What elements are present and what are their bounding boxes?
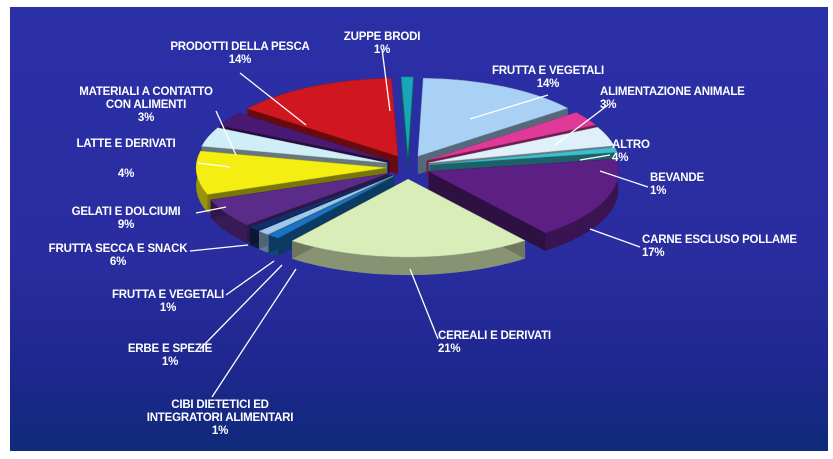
pie-slice-13 [201, 127, 388, 164]
slice-percent: 14% [537, 78, 559, 90]
leader-line [197, 162, 231, 168]
slice-percent: 9% [118, 219, 134, 231]
leader-line [381, 48, 391, 112]
slice-label: MATERIALI A CONTATTO CON ALIMENTI [79, 86, 213, 111]
pie-slice-side [292, 240, 526, 276]
slice-label: CIBI DIETETICI ED INTEGRATORI ALIMENTARI [147, 399, 294, 424]
slice-percent: 3% [600, 99, 616, 111]
leader-line [589, 228, 641, 248]
leader-line [599, 170, 649, 188]
leader-line [579, 154, 611, 161]
pie-slice-9 [258, 175, 394, 235]
slice-label: GELATI E DOLCIUMI [72, 206, 181, 218]
pie-slice-5 [429, 147, 618, 165]
pie-slice-15 [246, 78, 399, 157]
slice-label: CARNE ESCLUSO POLLAME [642, 234, 797, 246]
leader-line [189, 244, 249, 252]
slice-percent: 3% [138, 112, 154, 124]
pie-slice-side [545, 158, 619, 251]
pie-slice-2 [417, 77, 569, 157]
slice-percent: 1% [162, 356, 178, 368]
pie-slice-1 [401, 76, 414, 155]
slice-label: LATTE E DERIVATI [76, 138, 175, 150]
pie-slice-wall [401, 76, 408, 173]
pie-slice-10 [249, 175, 393, 231]
slice-label: ERBE E SPEZIE [128, 343, 213, 355]
pie-slice-wall [428, 171, 546, 251]
slice-label: BEVANDE [650, 172, 705, 184]
slice-percent: 14% [229, 54, 251, 66]
pie-slice-3 [426, 112, 597, 161]
slice-percent: 1% [160, 302, 176, 314]
leader-line [239, 72, 307, 126]
leader-line [409, 268, 439, 340]
leader-line [554, 104, 609, 146]
pie-slice-wall [268, 176, 395, 254]
slice-label: PRODOTTI DELLA PESCA [170, 41, 309, 53]
slice-label: FRUTTA E VEGETALI [492, 65, 604, 77]
slice-percent: 4% [118, 168, 134, 180]
slice-label: FRUTTA E VEGETALI [112, 289, 224, 301]
slice-label: CEREALI E DERIVATI [438, 330, 551, 342]
leader-line [199, 264, 283, 350]
slice-percent: 6% [110, 256, 126, 268]
slice-label: ZUPPE BRODI [344, 31, 420, 43]
leader-line [211, 268, 297, 398]
pie-slice-8 [268, 176, 395, 239]
slice-percent: 1% [212, 425, 228, 437]
slice-percent: 17% [642, 247, 664, 259]
slice-percent: 1% [650, 185, 666, 197]
leader-line [225, 260, 275, 296]
pie-slice-wall [407, 76, 414, 173]
pie-slice-12 [195, 150, 387, 195]
slice-label: ALIMENTAZIONE ANIMALE [600, 86, 745, 98]
slice-percent: 1% [374, 44, 390, 56]
pie-slice-7 [291, 178, 526, 258]
slice-percent: 21% [438, 343, 460, 355]
leader-line [215, 110, 237, 156]
pie-chart: ZUPPE BRODI 1% FRUTTA E VEGETALI 14% ALIMENT… [10, 7, 828, 451]
pie-slice-14 [219, 112, 390, 161]
pie-slice-6 [427, 158, 619, 234]
leader-line [195, 206, 227, 214]
slice-label: ALTRO [612, 139, 650, 151]
slice-percent: 4% [612, 152, 628, 164]
leader-line [469, 94, 549, 120]
pie-slice-11 [210, 172, 390, 226]
slice-label: FRUTTA SECCA E SNACK [49, 243, 189, 255]
